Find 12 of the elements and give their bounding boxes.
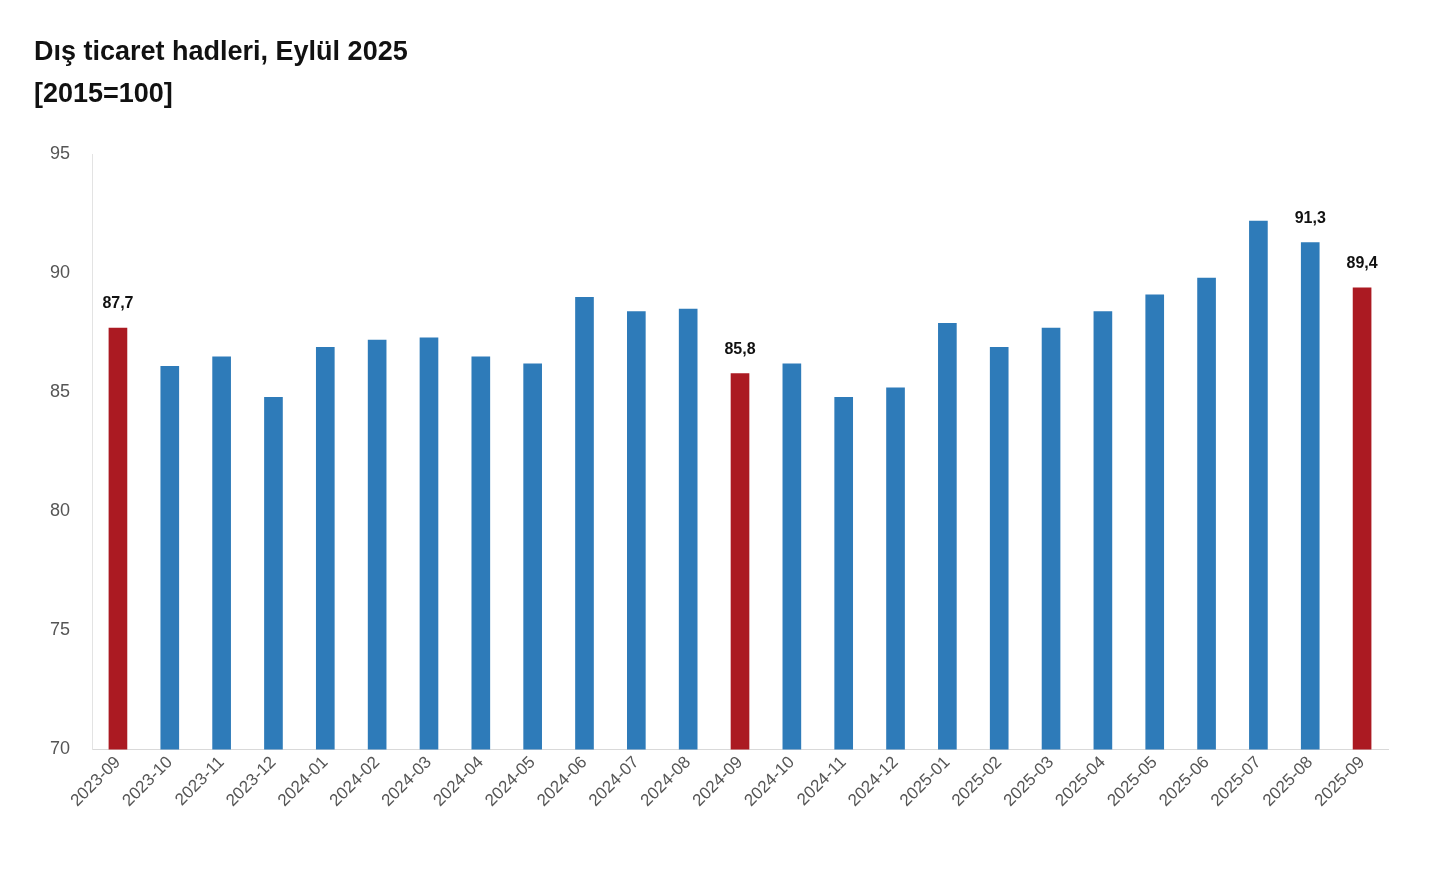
data-label: 85,8: [724, 339, 756, 357]
chart-subtitle: [2015=100]: [34, 77, 174, 110]
data-label: 91,3: [1294, 208, 1326, 226]
chart-title: Dış ticaret hadleri, Eylül 2025: [34, 35, 409, 68]
y-tick-label: 95: [49, 142, 71, 163]
y-tick-label: 80: [49, 500, 71, 521]
data-label: 89,4: [1346, 253, 1378, 271]
y-tick-label: 75: [49, 619, 71, 640]
data-label: 87,7: [102, 294, 134, 312]
y-tick-label: 90: [49, 262, 71, 283]
y-tick-label: 70: [49, 738, 71, 759]
y-tick-label: 85: [49, 381, 71, 402]
